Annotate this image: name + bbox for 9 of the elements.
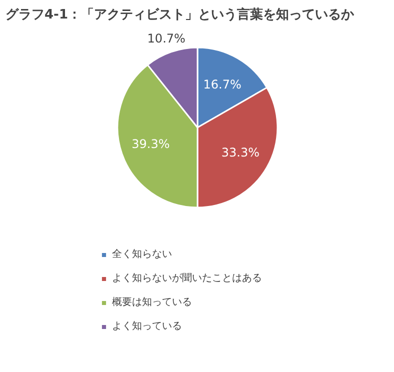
data-label: 16.7% <box>203 78 242 92</box>
legend-label: 全く知らない <box>112 248 172 261</box>
data-label: 33.3% <box>221 145 260 160</box>
chart-title: グラフ4-1：「アクティビスト」という言葉を知っているか <box>6 6 355 22</box>
legend-label: よく知っている <box>112 320 182 333</box>
data-label: 10.7% <box>147 31 186 46</box>
legend-label: 概要は知っている <box>112 296 192 309</box>
legend-label: よく知らないが聞いたことはある <box>112 272 262 285</box>
data-label: 39.3% <box>132 136 170 151</box>
